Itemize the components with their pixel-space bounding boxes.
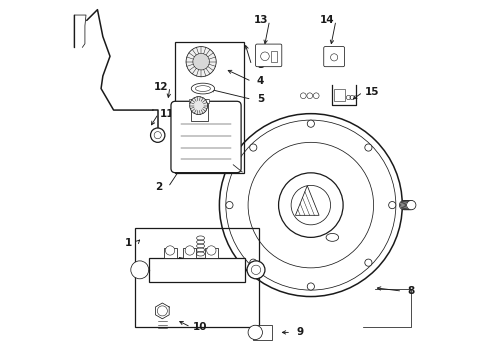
FancyBboxPatch shape: [323, 46, 344, 67]
Text: 9: 9: [296, 327, 303, 337]
Text: 1: 1: [124, 238, 131, 248]
Circle shape: [400, 201, 409, 210]
Text: 4: 4: [256, 76, 264, 86]
Circle shape: [364, 259, 371, 266]
Circle shape: [249, 144, 256, 151]
Text: 14: 14: [319, 15, 334, 26]
Circle shape: [399, 201, 408, 210]
Ellipse shape: [195, 86, 210, 91]
Bar: [189, 99, 209, 103]
Bar: [333, 89, 344, 101]
Bar: [163, 248, 176, 258]
Bar: [183, 248, 196, 258]
Text: 13: 13: [253, 15, 267, 26]
Circle shape: [130, 261, 148, 279]
Ellipse shape: [191, 83, 214, 94]
Text: 8: 8: [407, 286, 414, 296]
Circle shape: [165, 246, 174, 255]
Bar: [270, 51, 277, 62]
Circle shape: [206, 246, 216, 255]
Text: 10: 10: [192, 322, 206, 332]
Circle shape: [225, 202, 233, 209]
Circle shape: [406, 201, 415, 210]
Circle shape: [364, 144, 371, 151]
Circle shape: [306, 120, 314, 127]
Circle shape: [404, 201, 413, 210]
FancyBboxPatch shape: [171, 101, 241, 173]
Circle shape: [185, 246, 194, 255]
Circle shape: [388, 202, 395, 209]
Text: 11: 11: [160, 109, 174, 119]
Bar: [174, 42, 244, 173]
Bar: [253, 324, 271, 340]
Circle shape: [402, 201, 411, 210]
Text: 7: 7: [231, 274, 239, 284]
Circle shape: [306, 283, 314, 290]
Bar: [204, 248, 217, 258]
Circle shape: [186, 46, 216, 77]
Text: 5: 5: [257, 94, 264, 104]
Text: 15: 15: [364, 87, 378, 97]
Text: 6: 6: [188, 256, 196, 266]
Bar: [135, 228, 258, 327]
Text: 3: 3: [257, 60, 264, 70]
Circle shape: [157, 306, 167, 316]
Circle shape: [247, 325, 262, 339]
Circle shape: [189, 96, 207, 114]
Text: 12: 12: [153, 82, 168, 92]
Bar: [191, 99, 207, 121]
Circle shape: [246, 261, 264, 279]
Circle shape: [405, 201, 414, 210]
FancyBboxPatch shape: [255, 44, 281, 67]
Circle shape: [401, 201, 410, 210]
Circle shape: [192, 53, 209, 70]
Circle shape: [249, 259, 256, 266]
Circle shape: [251, 265, 260, 274]
Bar: [148, 258, 245, 282]
Circle shape: [150, 128, 164, 142]
Text: 2: 2: [155, 182, 163, 192]
